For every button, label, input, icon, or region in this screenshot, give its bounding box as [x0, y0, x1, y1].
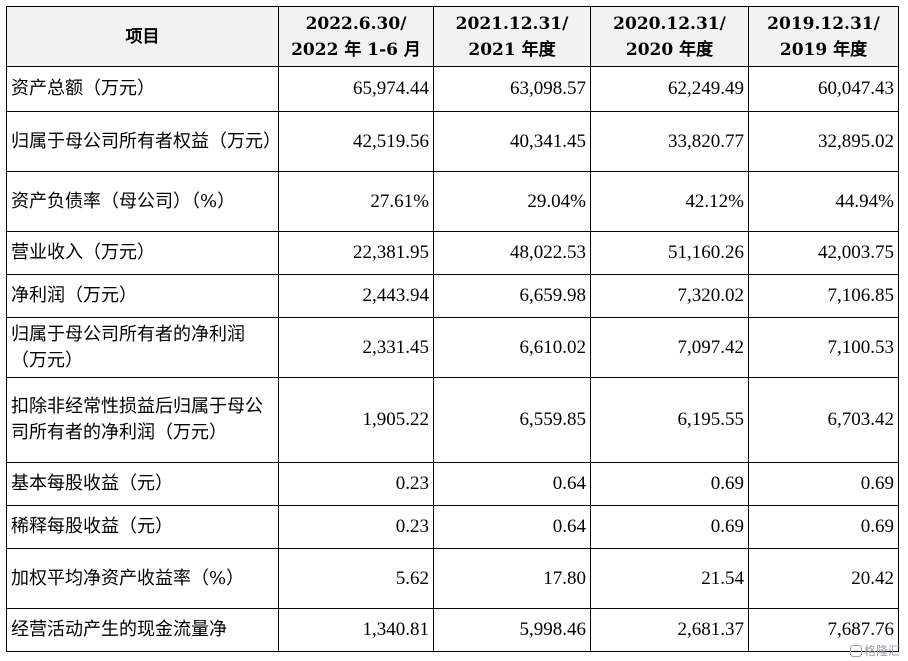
table-row: 稀释每股收益（元） 0.23 0.64 0.69 0.69 [6, 505, 899, 549]
table-row: 归属于母公司所有者权益（万元） 42,519.56 40,341.45 33,8… [6, 111, 899, 172]
table-row: 资产负债率（母公司）（%） 27.61% 29.04% 42.12% 44.94… [6, 171, 899, 232]
watermark: 格隆汇 [849, 642, 900, 659]
cell-value: 2,443.94 [278, 274, 434, 318]
cell-value: 27.61% [278, 171, 434, 232]
financial-table: 项目 2022.6.30/ 2022 年 1-6 月 2021.12.31/ 2… [6, 6, 899, 652]
cell-value: 62,249.49 [590, 66, 749, 112]
cell-value: 1,340.81 [278, 608, 434, 652]
cell-value: 32,895.02 [748, 111, 899, 172]
table-row: 经营活动产生的现金流量净 1,340.81 5,998.46 2,681.37 … [6, 608, 899, 652]
cell-value: 0.23 [278, 462, 434, 506]
header-period-3: 2020.12.31/ 2020 年度 [590, 6, 749, 67]
row-label: 净利润（万元） [6, 274, 279, 318]
cell-value: 17.80 [433, 548, 591, 609]
table-row: 扣除非经常性损益后归属于母公司所有者的净利润（万元） 1,905.22 6,55… [6, 377, 899, 463]
financial-summary: 项目 2022.6.30/ 2022 年 1-6 月 2021.12.31/ 2… [6, 6, 899, 652]
cell-value: 5,998.46 [433, 608, 591, 652]
cell-value: 22,381.95 [278, 231, 434, 275]
cell-value: 7,106.85 [748, 274, 899, 318]
cell-value: 0.64 [433, 505, 591, 549]
cell-value: 29.04% [433, 171, 591, 232]
cell-value: 63,098.57 [433, 66, 591, 112]
cell-value: 20.42 [748, 548, 899, 609]
cell-value: 2,331.45 [278, 317, 434, 378]
cell-value: 6,195.55 [590, 377, 749, 463]
header-period-4: 2019.12.31/ 2019 年度 [748, 6, 899, 67]
brand-logo-icon [849, 644, 862, 657]
cell-value: 0.69 [748, 505, 899, 549]
header-item: 项目 [6, 6, 279, 67]
cell-value: 60,047.43 [748, 66, 899, 112]
row-label: 扣除非经常性损益后归属于母公司所有者的净利润（万元） [6, 377, 279, 463]
watermark-text: 格隆汇 [863, 644, 900, 658]
cell-value: 7,100.53 [748, 317, 899, 378]
row-label: 稀释每股收益（元） [6, 505, 279, 549]
cell-value: 65,974.44 [278, 66, 434, 112]
header-period: 2022 年 1-6 月 [291, 39, 421, 60]
row-label: 加权平均净资产收益率（%） [6, 548, 279, 609]
cell-value: 44.94% [748, 171, 899, 232]
table-row: 净利润（万元） 2,443.94 6,659.98 7,320.02 7,106… [6, 274, 899, 318]
header-period: 2020 年度 [625, 39, 714, 60]
header-date: 2022.6.30/ [305, 13, 407, 34]
cell-value: 5.62 [278, 548, 434, 609]
header-date: 2020.12.31/ [613, 13, 726, 34]
header-date: 2021.12.31/ [455, 13, 569, 34]
cell-value: 21.54 [590, 548, 749, 609]
cell-value: 42,003.75 [748, 231, 899, 275]
cell-value: 7,687.76 [748, 608, 899, 652]
cell-value: 33,820.77 [590, 111, 749, 172]
cell-value: 0.69 [590, 505, 749, 549]
table-row: 基本每股收益（元） 0.23 0.64 0.69 0.69 [6, 462, 899, 506]
cell-value: 42.12% [590, 171, 749, 232]
cell-value: 6,703.42 [748, 377, 899, 463]
row-label: 归属于母公司所有者的净利润（万元） [6, 317, 279, 378]
row-label: 营业收入（万元） [6, 231, 279, 275]
header-date: 2019.12.31/ [767, 13, 880, 34]
cell-value: 2,681.37 [590, 608, 749, 652]
cell-value: 0.69 [748, 462, 899, 506]
row-label: 资产总额（万元） [6, 66, 279, 112]
cell-value: 51,160.26 [590, 231, 749, 275]
header-period: 2021 年度 [468, 39, 556, 60]
table-row: 加权平均净资产收益率（%） 5.62 17.80 21.54 20.42 [6, 548, 899, 609]
row-label: 资产负债率（母公司）（%） [6, 171, 279, 232]
cell-value: 6,659.98 [433, 274, 591, 318]
cell-value: 42,519.56 [278, 111, 434, 172]
row-label: 经营活动产生的现金流量净 [6, 608, 279, 652]
cell-value: 6,610.02 [433, 317, 591, 378]
table-row: 归属于母公司所有者的净利润（万元） 2,331.45 6,610.02 7,09… [6, 317, 899, 378]
cell-value: 0.23 [278, 505, 434, 549]
cell-value: 40,341.45 [433, 111, 591, 172]
table-row: 营业收入（万元） 22,381.95 48,022.53 51,160.26 4… [6, 231, 899, 275]
cell-value: 0.64 [433, 462, 591, 506]
row-label: 归属于母公司所有者权益（万元） [6, 111, 281, 172]
header-row: 项目 2022.6.30/ 2022 年 1-6 月 2021.12.31/ 2… [6, 6, 899, 67]
cell-value: 6,559.85 [433, 377, 591, 463]
cell-value: 7,320.02 [590, 274, 749, 318]
cell-value: 7,097.42 [590, 317, 749, 378]
table-row: 资产总额（万元） 65,974.44 63,098.57 62,249.49 6… [6, 66, 899, 112]
header-period: 2019 年度 [779, 39, 868, 60]
row-label: 基本每股收益（元） [6, 462, 279, 506]
header-period-1: 2022.6.30/ 2022 年 1-6 月 [278, 6, 434, 67]
header-period-2: 2021.12.31/ 2021 年度 [433, 6, 591, 67]
cell-value: 0.69 [590, 462, 749, 506]
cell-value: 1,905.22 [278, 377, 434, 463]
cell-value: 48,022.53 [433, 231, 591, 275]
